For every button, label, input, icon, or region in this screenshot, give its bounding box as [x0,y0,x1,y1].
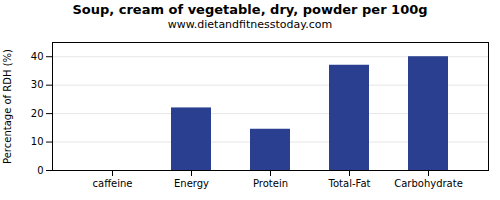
svg-text:Percentage of RDH (%): Percentage of RDH (%) [2,49,13,164]
svg-text:caffeine: caffeine [93,178,133,189]
svg-text:20: 20 [31,108,44,119]
html-text:www.dietandfitnesstoday.com: www.dietandfitnesstoday.com [167,18,333,31]
svg-text:30: 30 [31,79,44,90]
svg-text:Protein: Protein [253,178,288,189]
svg-text:0: 0 [37,165,43,176]
svg-text:Total-Fat: Total-Fat [328,178,371,189]
html-text:Soup, cream of vegetable, dry,: Soup, cream of vegetable, dry, powder pe… [72,2,428,17]
svg-text:Energy: Energy [174,178,209,189]
svg-text:Carbohydrate: Carbohydrate [394,178,463,189]
svg-text:40: 40 [31,51,44,62]
svg-text:10: 10 [31,136,44,147]
